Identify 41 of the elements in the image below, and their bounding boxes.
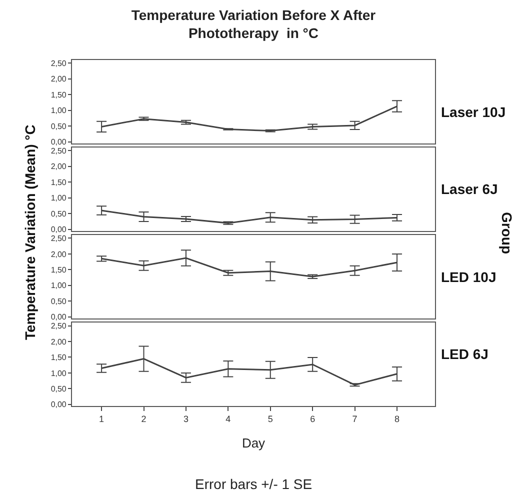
x-tick-label: 3 <box>183 414 188 424</box>
y-tick-label: 0,00 <box>50 225 67 234</box>
y-tick-label: 0,00 <box>50 312 67 322</box>
text: Error bars +/- 1 SE <box>195 476 312 492</box>
y-tick-label: 0,50 <box>50 209 67 218</box>
text: Laser 6J <box>441 181 498 197</box>
y-tick-label: 0,50 <box>50 384 67 394</box>
y-tick-label: 2,00 <box>50 74 67 84</box>
x-axis-title: Day <box>242 435 266 450</box>
y-tick-label: 1,50 <box>50 90 67 100</box>
y-tick-label: 1,50 <box>50 265 67 274</box>
x-tick-label: 6 <box>310 414 316 424</box>
y-tick-label: 1,00 <box>50 194 67 203</box>
y-tick-label: 1,50 <box>50 353 67 362</box>
y-tick-label: 2,50 <box>50 234 67 244</box>
y-tick-label: 2,50 <box>50 146 67 156</box>
text: Laser 10J <box>441 104 506 120</box>
x-tick-label: 4 <box>226 414 231 424</box>
x-tick-label: 1 <box>99 414 104 424</box>
y-tick-label: 2,00 <box>50 250 67 259</box>
y-tick-label: 2,00 <box>50 162 67 172</box>
y-tick-label: 0,50 <box>50 122 67 131</box>
y-tick-label: 1,00 <box>50 106 67 116</box>
y-tick-label: 1,00 <box>50 368 67 378</box>
y-tick-label: 1,00 <box>50 281 67 290</box>
text: LED 6J <box>441 346 488 362</box>
x-tick-label: 7 <box>352 414 358 424</box>
y-axis-title: Temperature Variation (Mean) °C <box>22 124 38 340</box>
y-tick-label: 2,00 <box>50 337 67 346</box>
y-tick-label: 2,50 <box>50 58 67 68</box>
chart-title: Temperature Variation Before X After Phototherapy in °C <box>131 6 376 42</box>
x-tick-label: 2 <box>141 414 146 424</box>
x-tick-label: 8 <box>394 414 400 424</box>
y-tick-label: 0,00 <box>50 400 67 410</box>
y-tick-label: 0,50 <box>50 296 67 306</box>
x-tick-label: 5 <box>268 414 273 424</box>
y2-axis-title: Group <box>499 212 515 254</box>
text: LED 10J <box>441 269 496 285</box>
y-tick-label: 2,50 <box>50 322 67 331</box>
y-tick-label: 1,50 <box>50 178 67 187</box>
y-tick-label: 0,00 <box>50 138 67 147</box>
